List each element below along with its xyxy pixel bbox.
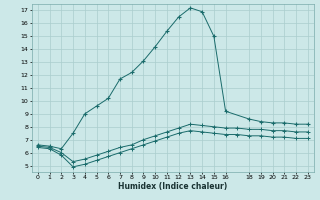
X-axis label: Humidex (Indice chaleur): Humidex (Indice chaleur)	[118, 182, 228, 191]
